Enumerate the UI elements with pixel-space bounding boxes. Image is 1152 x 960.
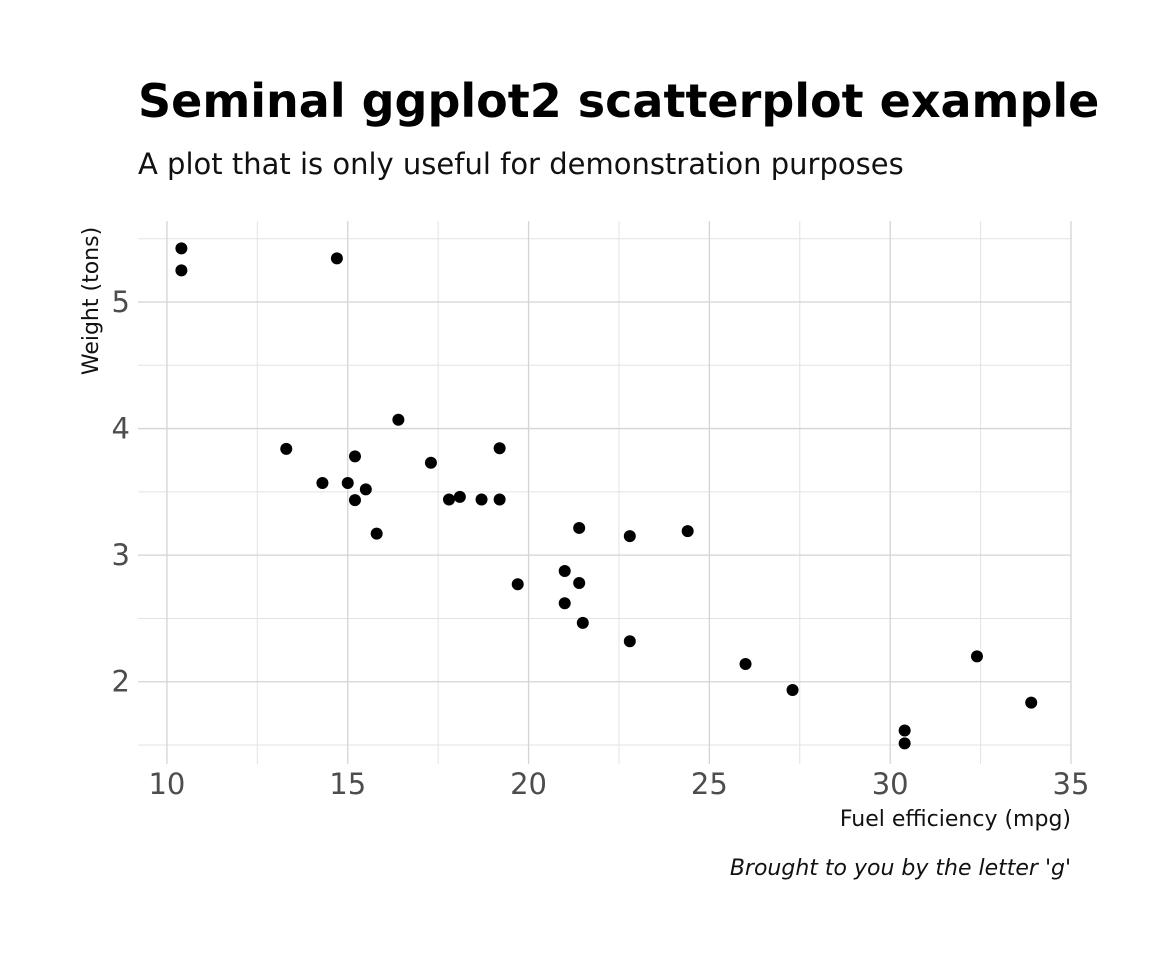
data-point <box>392 413 405 426</box>
chart-title: Seminal ggplot2 scatterplot example <box>138 74 1099 128</box>
chart-subtitle: A plot that is only useful for demonstra… <box>138 147 904 181</box>
y-tick-label: 5 <box>112 285 130 319</box>
x-tick-label: 15 <box>329 767 366 801</box>
data-point <box>443 493 455 506</box>
data-point <box>970 650 983 663</box>
data-point <box>898 737 911 750</box>
data-point <box>511 578 524 591</box>
x-axis-ticks: 10 15 20 25 30 35 <box>148 767 1089 801</box>
data-point <box>739 658 752 671</box>
chart-caption: Brought to you by the letter 'g' <box>730 856 1071 881</box>
data-point <box>623 635 636 648</box>
data-point <box>558 597 571 610</box>
data-point <box>493 493 506 506</box>
data-point <box>359 483 372 496</box>
data-point <box>341 477 354 490</box>
data-point <box>348 494 361 507</box>
y-axis-title: Weight (tons) <box>79 227 104 375</box>
data-point <box>330 252 343 265</box>
data-point <box>898 724 911 737</box>
data-point <box>348 450 361 463</box>
x-tick-label: 10 <box>148 767 185 801</box>
x-tick-label: 25 <box>691 767 728 801</box>
data-points <box>175 242 1038 750</box>
x-tick-label: 35 <box>1053 767 1090 801</box>
data-point <box>280 442 293 455</box>
data-point <box>424 456 437 469</box>
x-axis-title: Fuel efficiency (mpg) <box>840 807 1071 832</box>
data-point <box>576 616 589 629</box>
data-point <box>786 683 799 696</box>
y-tick-label: 4 <box>112 412 130 446</box>
data-point <box>475 493 488 506</box>
x-tick-label: 20 <box>510 767 547 801</box>
y-tick-label: 2 <box>112 665 130 699</box>
data-point <box>573 521 586 534</box>
data-point <box>558 564 571 577</box>
data-point <box>1025 696 1038 709</box>
data-point <box>493 442 506 455</box>
data-point <box>175 242 188 255</box>
y-tick-label: 3 <box>112 538 130 572</box>
y-axis-ticks: 2 3 4 5 <box>112 285 130 699</box>
plot-grid <box>138 221 1072 764</box>
data-point <box>681 525 694 538</box>
data-point <box>370 527 383 540</box>
data-point <box>175 264 188 277</box>
data-point <box>573 577 586 589</box>
data-point <box>316 477 329 490</box>
data-point <box>453 490 466 503</box>
data-point <box>623 530 636 543</box>
x-tick-label: 30 <box>872 767 909 801</box>
